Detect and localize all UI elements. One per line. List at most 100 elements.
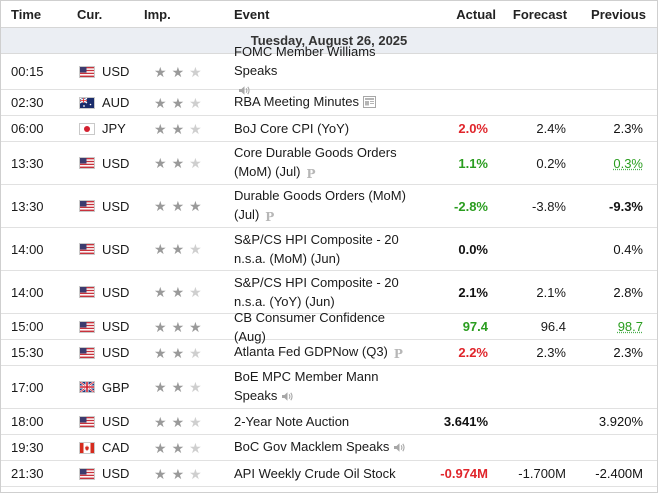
event-cell[interactable]: BoE MPC Member Mann Speaks <box>234 367 420 406</box>
previous-value: 2.8% <box>613 284 643 300</box>
star-filled-icon: ★ <box>154 318 167 335</box>
table-row[interactable]: 02:30 AUD ★ ★ ★ RBA Meeting Minutes <box>1 90 657 116</box>
star-filled-icon: ★ <box>171 465 185 482</box>
event-name-line2: (Jul) <box>234 206 260 222</box>
star-filled-icon: ★ <box>154 94 167 111</box>
importance-stars: ★ ★ ★ <box>144 199 234 213</box>
table-header: Time Cur. Imp. Event Actual Forecast Pre… <box>1 1 657 28</box>
table-row[interactable]: 13:30 USD ★ ★ ★ Durable Goods Orders (MoM) (Ju… <box>1 185 657 228</box>
preliminary-icon: P <box>265 209 275 224</box>
event-name[interactable]: BoE MPC Member Mann <box>234 369 379 385</box>
event-name[interactable]: RBA Meeting Minutes <box>234 94 360 110</box>
star-filled-icon: ★ <box>154 63 167 80</box>
event-time: 18:00 <box>11 414 44 429</box>
event-time: 15:00 <box>11 319 44 334</box>
us-flag-icon <box>79 320 95 333</box>
header-importance[interactable]: Imp. <box>144 6 171 22</box>
actual-value: 97.4 <box>462 319 488 334</box>
importance-stars: ★ ★ ★ <box>144 346 234 360</box>
event-name[interactable]: 2-Year Note Auction <box>234 414 350 429</box>
event-time: 00:15 <box>11 64 44 79</box>
event-cell[interactable]: S&P/CS HPI Composite - 20 n.s.a. (YoY) (J… <box>234 273 420 311</box>
event-name-line2: n.s.a. (YoY) (Jun) <box>234 294 335 309</box>
event-cell[interactable]: S&P/CS HPI Composite - 20 n.s.a. (MoM) (J… <box>234 230 420 268</box>
event-name[interactable]: BoJ Core CPI (YoY) <box>234 121 350 136</box>
star-filled-icon: ★ <box>154 284 167 300</box>
table-row[interactable]: 17:00 GBP ★ ★ ★ BoE MPC Member Mann Speaks <box>1 366 657 409</box>
event-cell[interactable]: 2-Year Note Auction <box>234 412 420 431</box>
table-row[interactable]: 18:00 USD ★ ★ ★ 2-Year Note Auction 3.641% 3.92… <box>1 409 657 435</box>
table-row[interactable]: 14:00 USD ★ ★ ★ S&P/CS HPI Composite - 20 n.s.… <box>1 271 657 314</box>
currency-code: USD <box>102 241 130 257</box>
table-row[interactable]: 21:30 USD ★ ★ ★ API Weekly Crude Oil Stock -0.… <box>1 461 657 487</box>
table-row[interactable]: 15:30 USD ★ ★ ★ Atlanta Fed GDPNow (Q3) P 2.2% 2… <box>1 340 657 366</box>
event-name[interactable]: Durable Goods Orders (MoM) <box>234 187 406 203</box>
currency-code: CAD <box>102 440 130 455</box>
header-forecast[interactable]: Forecast <box>512 6 568 22</box>
table-row[interactable]: 00:15 USD ★ ★ ★ FOMC Member Williams Speaks <box>1 44 657 95</box>
event-cell[interactable]: Durable Goods Orders (MoM) (Jul) P <box>234 186 420 227</box>
header-previous[interactable]: Previous <box>591 6 646 22</box>
header-currency[interactable]: Cur. <box>77 6 103 22</box>
event-name[interactable]: S&P/CS HPI Composite - 20 <box>234 232 399 247</box>
event-cell[interactable]: BoC Gov Macklem Speaks <box>234 437 420 457</box>
table-row[interactable]: 15:00 USD ★ ★ ★ CB Consumer Confidence (Aug) 9… <box>1 310 657 344</box>
event-cell[interactable]: BoJ Core CPI (YoY) <box>234 119 420 138</box>
event-cell[interactable]: FOMC Member Williams Speaks <box>234 42 420 100</box>
event-name[interactable]: FOMC Member Williams Speaks <box>234 44 376 79</box>
event-cell[interactable]: Atlanta Fed GDPNow (Q3) P <box>234 342 420 364</box>
star-filled-icon: ★ <box>154 439 167 456</box>
table-row[interactable]: 19:30 CAD ★ ★ ★ BoC Gov Macklem Speaks <box>1 435 657 461</box>
event-cell[interactable]: Core Durable Goods Orders (MoM) (Jul) P <box>234 143 420 184</box>
event-time: 21:30 <box>11 466 44 481</box>
event-cell[interactable]: CB Consumer Confidence (Aug) <box>234 308 420 346</box>
currency-code: USD <box>102 64 130 79</box>
actual-value: 1.1% <box>458 155 488 171</box>
header-actual[interactable]: Actual <box>456 6 496 22</box>
event-rows: 00:15 USD ★ ★ ★ FOMC Member Williams Speaks 02… <box>1 44 657 487</box>
table-row[interactable]: 14:00 USD ★ ★ ★ S&P/CS HPI Composite - 20 n.s.… <box>1 228 657 271</box>
star-empty-icon: ★ <box>189 284 202 300</box>
date-band: Tuesday, August 26, 2025 <box>1 28 657 54</box>
event-name[interactable]: API Weekly Crude Oil Stock <box>234 466 396 481</box>
forecast-value: 2.1% <box>536 284 566 300</box>
us-flag-icon <box>79 157 95 169</box>
jp-flag-icon <box>79 122 95 135</box>
currency-code: USD <box>102 414 130 429</box>
currency-cell: USD <box>67 199 144 214</box>
currency-code: AUD <box>102 95 130 110</box>
star-filled-icon: ★ <box>189 198 202 214</box>
event-time: 14:00 <box>11 241 44 257</box>
currency-cell: CAD <box>67 440 144 455</box>
table-row[interactable]: 13:30 USD ★ ★ ★ Core Durable Goods Orders (MoM… <box>1 142 657 185</box>
currency-code: USD <box>102 284 130 300</box>
event-name[interactable]: Atlanta Fed GDPNow (Q3) <box>234 343 388 359</box>
event-name[interactable]: Core Durable Goods Orders <box>234 144 397 160</box>
table-row[interactable]: 06:00 JPY ★ ★ ★ BoJ Core CPI (YoY) 2.0% 2.4% 2.3… <box>1 116 657 142</box>
ca-flag-icon <box>79 441 95 454</box>
currency-cell: USD <box>67 64 144 79</box>
star-filled-icon: ★ <box>171 413 185 430</box>
actual-value: 2.0% <box>458 121 488 136</box>
importance-stars: ★ ★ ★ <box>144 285 234 299</box>
forecast-value: 2.3% <box>536 345 566 360</box>
star-filled-icon: ★ <box>171 284 185 300</box>
event-name[interactable]: CB Consumer Confidence (Aug) <box>234 309 386 344</box>
event-cell[interactable]: API Weekly Crude Oil Stock <box>234 464 420 483</box>
importance-stars: ★ ★ ★ <box>144 380 234 394</box>
actual-value: -0.974M <box>440 466 488 481</box>
currency-cell: JPY <box>67 121 144 136</box>
star-filled-icon: ★ <box>189 318 202 335</box>
star-filled-icon: ★ <box>154 465 167 482</box>
us-flag-icon <box>79 200 95 212</box>
event-name[interactable]: S&P/CS HPI Composite - 20 <box>234 275 399 290</box>
currency-cell: USD <box>67 345 144 360</box>
star-filled-icon: ★ <box>171 318 185 335</box>
event-cell[interactable]: RBA Meeting Minutes <box>234 92 420 112</box>
header-event[interactable]: Event <box>234 6 270 22</box>
star-filled-icon: ★ <box>154 379 167 395</box>
header-time[interactable]: Time <box>11 6 42 22</box>
star-filled-icon: ★ <box>171 155 185 171</box>
event-name[interactable]: BoC Gov Macklem Speaks <box>234 439 390 455</box>
